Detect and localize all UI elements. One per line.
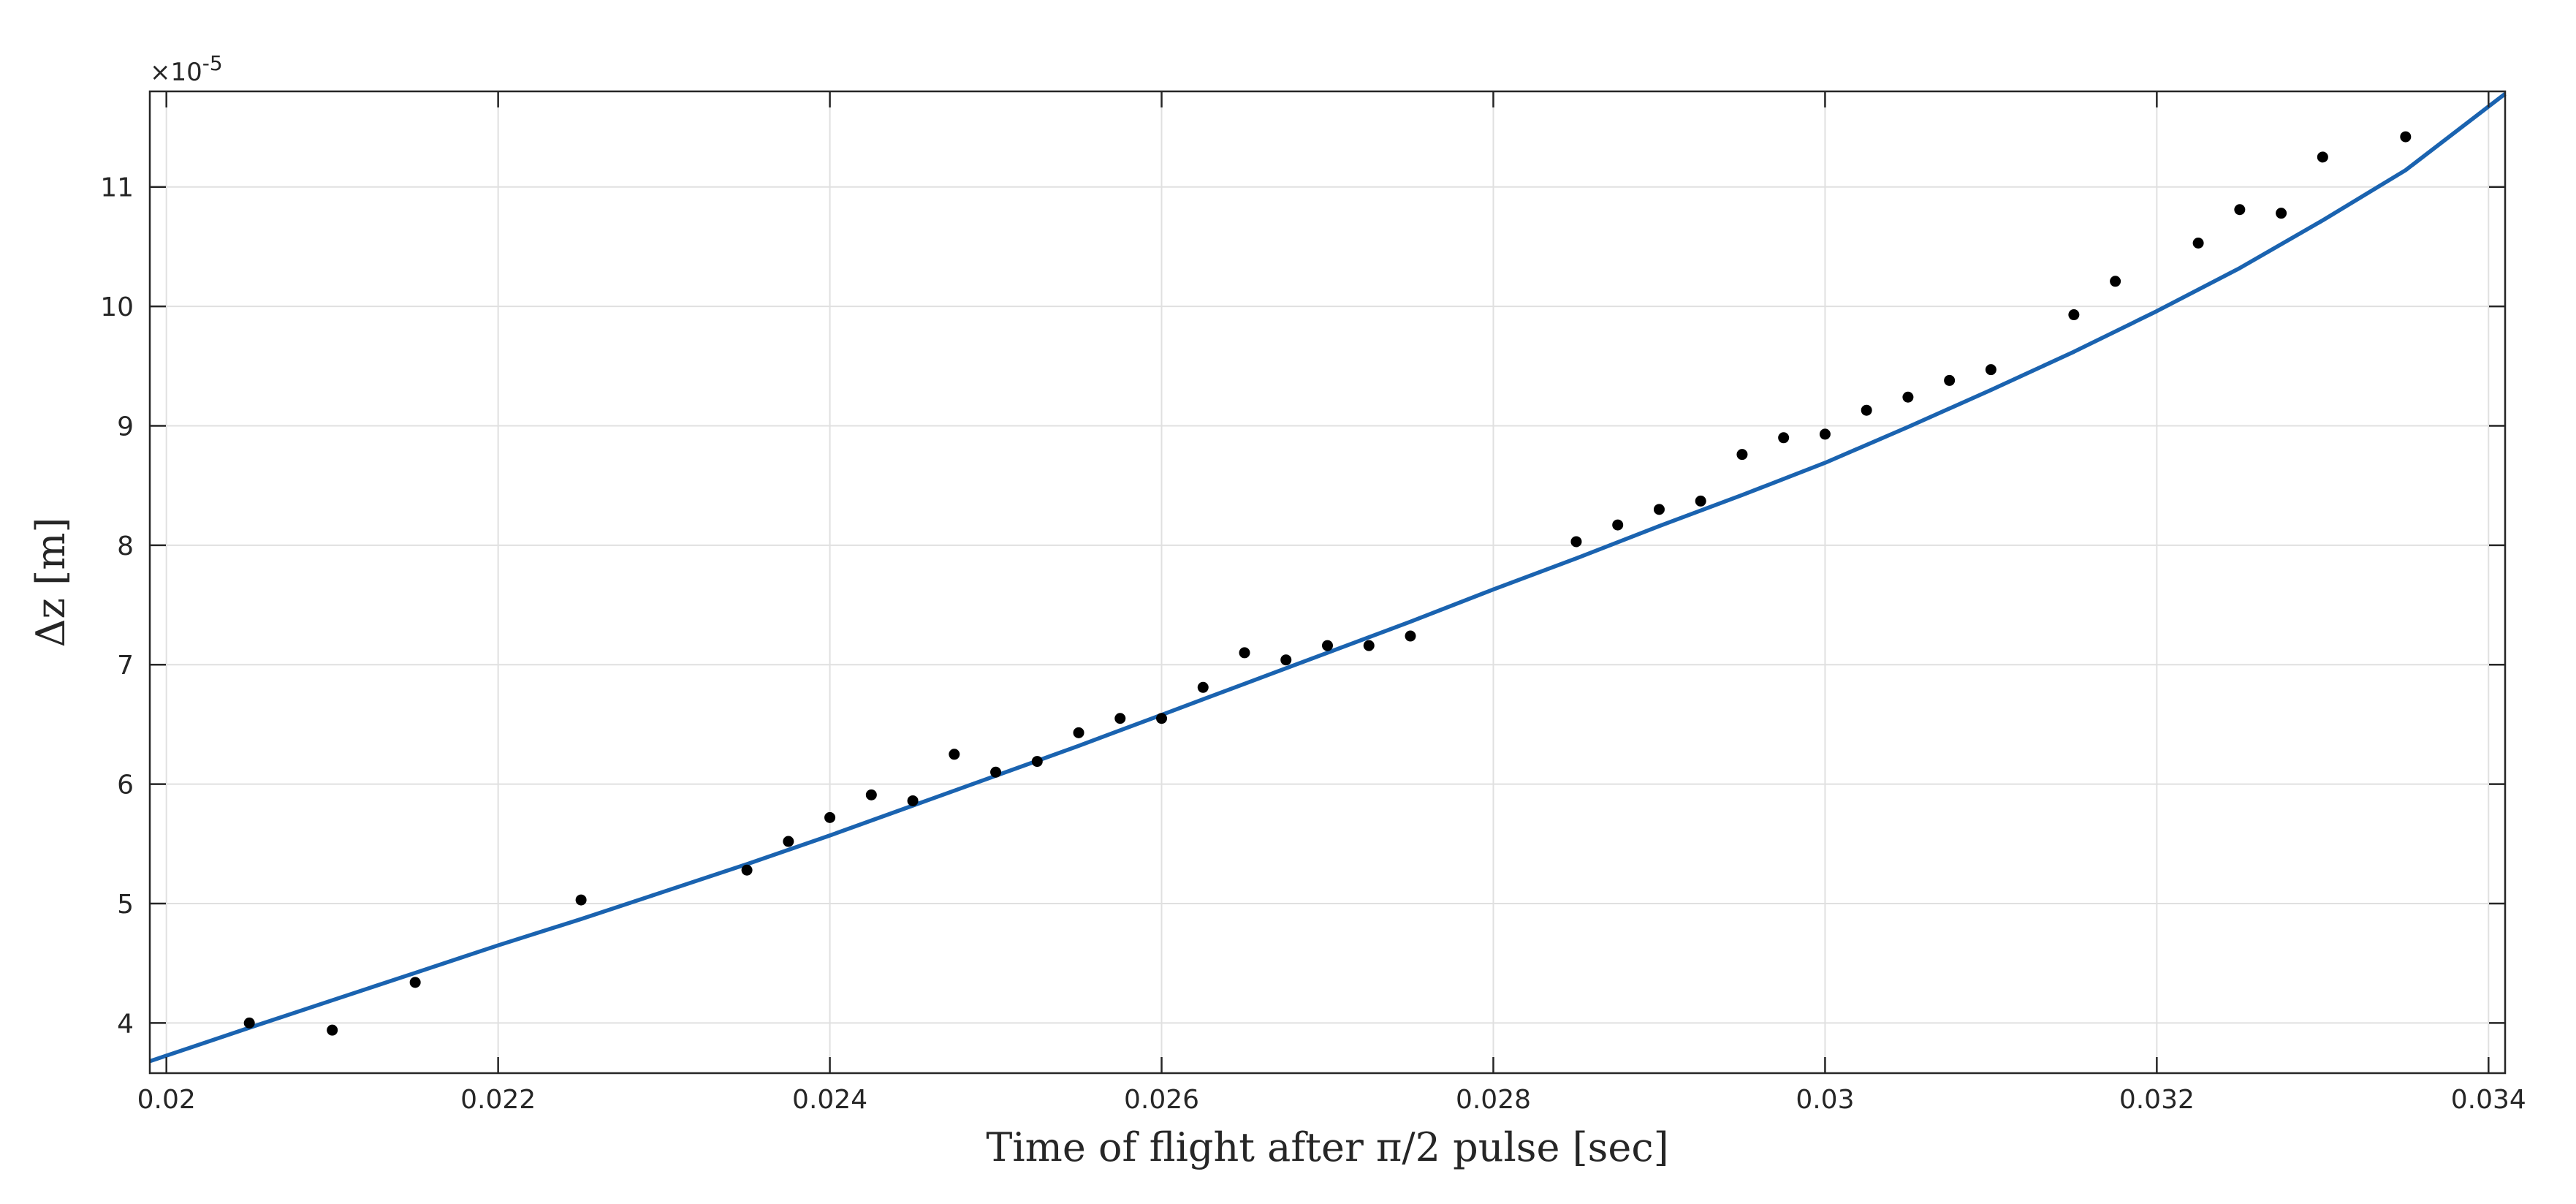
fit-line-layer xyxy=(149,92,2507,1064)
data-point xyxy=(949,749,960,760)
data-point xyxy=(1902,391,1914,403)
fit-line xyxy=(149,92,2507,1064)
y-tick-label: 11 xyxy=(100,173,134,203)
data-point xyxy=(824,811,836,823)
grid-lines xyxy=(150,91,2505,1073)
x-axis-label: Time of flight after π/2 pulse [sec] xyxy=(986,1124,1668,1170)
data-point xyxy=(1197,681,1209,693)
y-tick-label: 4 xyxy=(117,1009,134,1039)
x-tick-label: 0.03 xyxy=(1796,1085,1854,1115)
data-point xyxy=(1944,374,1956,386)
x-tick-label: 0.032 xyxy=(2119,1085,2195,1115)
data-point xyxy=(575,894,587,906)
data-point xyxy=(1239,647,1250,659)
data-point xyxy=(1985,364,1996,376)
data-point xyxy=(2317,151,2328,163)
y-tick-label: 9 xyxy=(117,412,134,442)
data-point xyxy=(2234,204,2246,216)
data-point xyxy=(2400,131,2412,143)
data-point xyxy=(907,795,919,806)
y-exponent-base: ×10 xyxy=(150,58,202,87)
data-point xyxy=(1612,519,1624,531)
data-point xyxy=(2068,309,2080,321)
data-point xyxy=(1695,495,1706,507)
data-point xyxy=(1778,432,1790,444)
axis-ticks xyxy=(150,91,2505,1073)
data-point xyxy=(1073,727,1084,738)
data-point xyxy=(1819,428,1831,440)
x-tick-label: 0.034 xyxy=(2451,1085,2526,1115)
data-point xyxy=(1363,640,1375,651)
data-point xyxy=(1861,404,1872,416)
plot-frame xyxy=(148,90,2507,1075)
data-point xyxy=(1322,640,1333,651)
x-tick-label: 0.028 xyxy=(1456,1085,1531,1115)
data-point xyxy=(1031,756,1043,768)
y-tick-label: 6 xyxy=(117,771,134,800)
data-point xyxy=(1114,713,1126,724)
y-tick-labels: 4 5 6 7 8 9 10 11 xyxy=(100,173,134,1040)
data-point xyxy=(865,789,877,800)
data-point xyxy=(1405,630,1416,642)
x-tick-label: 0.022 xyxy=(460,1085,536,1115)
data-point xyxy=(741,864,753,876)
y-axis-label: Δz [m] xyxy=(28,518,74,648)
data-point xyxy=(2110,276,2121,287)
data-point xyxy=(1570,536,1582,548)
x-tick-label: 0.024 xyxy=(792,1085,867,1115)
x-tick-label: 0.02 xyxy=(137,1085,196,1115)
data-point xyxy=(1653,504,1665,515)
data-point xyxy=(327,1024,338,1036)
y-exponent-label: ×10-5 xyxy=(150,51,223,87)
x-tick-labels: 0.02 0.022 0.024 0.026 0.028 0.03 0.032 0.034 xyxy=(137,1085,2526,1115)
data-point xyxy=(1736,449,1748,461)
data-point xyxy=(783,836,794,847)
data-points-layer xyxy=(243,131,2412,1036)
y-tick-label: 5 xyxy=(117,890,134,920)
data-point xyxy=(2192,237,2204,249)
data-point xyxy=(990,766,1002,778)
data-point xyxy=(1280,654,1292,666)
y-tick-label: 7 xyxy=(117,651,134,681)
x-tick-label: 0.026 xyxy=(1124,1085,1199,1115)
data-point xyxy=(409,977,421,988)
y-tick-label: 10 xyxy=(100,292,134,322)
y-tick-label: 8 xyxy=(117,531,134,561)
y-exponent-power: -5 xyxy=(202,51,223,75)
data-point xyxy=(243,1017,255,1029)
data-point xyxy=(2276,208,2287,219)
data-point xyxy=(1156,713,1168,724)
